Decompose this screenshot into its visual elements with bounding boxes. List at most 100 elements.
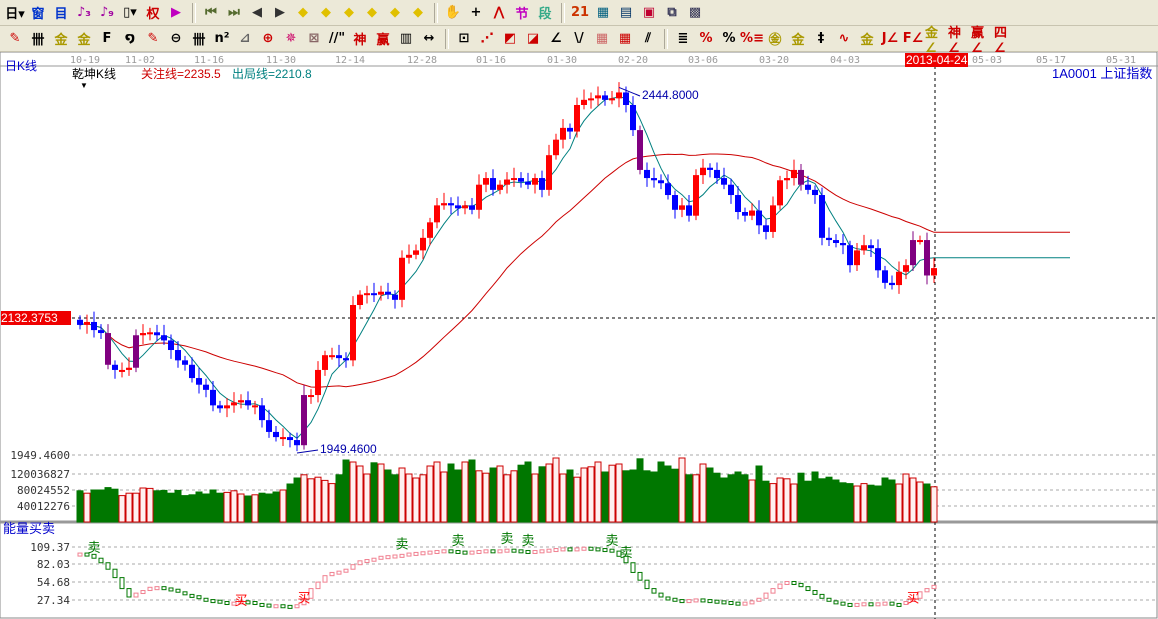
computer-icon[interactable]: ▩ (688, 5, 702, 20)
hand-icon[interactable]: ✋ (444, 5, 462, 20)
candle-body (728, 184, 734, 196)
flag-icon[interactable]: ▶ (171, 5, 181, 20)
fan-icon[interactable]: ⊿ (239, 31, 251, 46)
candle-body (812, 189, 818, 196)
network-icon[interactable]: ⧉ (667, 5, 677, 20)
mesh2-icon[interactable]: ▦ (618, 31, 632, 46)
four-fan-icon[interactable]: 四∠ (994, 25, 1008, 56)
list-icon[interactable]: 目 (54, 7, 68, 22)
energy-bar (630, 562, 636, 573)
crosshair-icon[interactable]: + (470, 5, 482, 20)
candle-type-dropdown[interactable]: ▯▾ (123, 5, 137, 20)
energy-bar (329, 571, 335, 577)
dropdown-arrow-icon[interactable]: ▼ (80, 81, 88, 90)
square-rays-icon[interactable]: ◩ (503, 31, 517, 46)
mesh-icon[interactable]: ▦ (595, 31, 609, 46)
save-icon[interactable]: ▣ (642, 5, 656, 20)
zoom-out-icon[interactable]: ◆ (413, 5, 423, 20)
energy-bar (917, 591, 923, 599)
frame-icon[interactable]: ⊡ (458, 31, 470, 46)
date-tick: 11-02 (125, 55, 155, 66)
sell-signal: 卖 (500, 532, 513, 547)
calculator-icon[interactable]: ▦ (596, 5, 610, 20)
gold-circle-icon[interactable]: ㊎ (768, 33, 782, 48)
high-marker (618, 86, 641, 97)
candle-body (840, 243, 846, 246)
volume-bar (398, 467, 406, 523)
zoom-in-icon[interactable]: ◆ (390, 5, 400, 20)
grid-icon[interactable]: 卌 (31, 33, 45, 48)
energy-bar (140, 590, 146, 595)
right-icon[interactable]: ◆ (321, 5, 331, 20)
line-draw-icon[interactable]: ⋀ (493, 5, 505, 20)
prev-icon[interactable]: ◀ (252, 5, 262, 20)
left-icon[interactable]: ◆ (298, 5, 308, 20)
target-icon[interactable]: ⊕ (262, 31, 274, 46)
gold-lines-icon[interactable]: 金 (791, 33, 805, 48)
period-day-dropdown[interactable]: 日▾ (5, 7, 25, 22)
toolbar-separator (561, 2, 565, 23)
v-icon[interactable]: \/ (574, 31, 584, 46)
tower-icon[interactable]: ‡ (817, 31, 825, 46)
ruler-icon[interactable]: ▥ (399, 31, 413, 46)
pen-icon[interactable]: ✎ (9, 31, 21, 46)
section-icon[interactable]: 节 (515, 7, 529, 22)
shen-icon[interactable]: 神 (353, 33, 367, 48)
square-rays2-icon[interactable]: ◪ (526, 31, 540, 46)
energy-bar (175, 588, 181, 593)
levels-icon[interactable]: ≣ (677, 31, 689, 46)
next-icon[interactable]: ▶ (275, 5, 285, 20)
percent-lines-icon[interactable]: %≡ (740, 31, 764, 46)
window-icon[interactable]: 窗 (31, 7, 45, 22)
weight-icon[interactable]: 权 (146, 7, 160, 22)
volume-bar (741, 474, 749, 523)
shrink-icon[interactable]: ◆ (367, 5, 377, 20)
width-icon[interactable]: ↔ (423, 31, 435, 46)
energy-bar (483, 549, 489, 554)
candle-body (679, 205, 685, 210)
j-fan-icon[interactable]: J∠ (881, 31, 899, 46)
candle-body (910, 240, 916, 266)
shen-fan-icon[interactable]: 神∠ (948, 25, 962, 56)
star-icon[interactable]: ✵ (285, 31, 297, 46)
candle-body (903, 265, 909, 272)
spiral-icon[interactable]: ໑ (124, 31, 136, 46)
bars-icon[interactable]: 卌 (192, 33, 206, 48)
ying-fan-icon[interactable]: 赢∠ (971, 25, 985, 56)
last-bar-icon[interactable]: ⏭ (228, 5, 240, 20)
kline-chart[interactable]: 10-19 11-02 11-16 11-30 12-14 12-28 01-16 01-30… (0, 52, 1158, 619)
calendar-icon[interactable]: 21 (570, 5, 590, 20)
percent-icon[interactable]: % (722, 31, 736, 46)
buy-signal: 买 (906, 591, 919, 606)
ying-icon[interactable]: 赢 (376, 33, 390, 48)
volume-bar (496, 465, 504, 523)
segment-icon[interactable]: 段 (538, 7, 552, 22)
circle-icon[interactable]: ⊖ (170, 31, 182, 46)
gold-box-icon[interactable]: 金 (860, 33, 874, 48)
indicator-tick-label: 109.37 (30, 541, 70, 554)
n2-icon[interactable]: n² (214, 31, 230, 46)
percent-line-icon[interactable]: % (699, 31, 713, 46)
notes-icon[interactable]: ▤ (619, 5, 633, 20)
toolbar-main: 日▾ 窗目 ♪₃ ♪₉ ▯▾ 权 ▶ ⏮ ⏭ ◀ ▶ ◆ ◆ ◆ ◆ ◆ ◆ ✋ + ⋀ 节段 21 ▦ ▤ ▣ ⧉ ▩ (0, 0, 1158, 26)
wave-icon[interactable]: ∿ (838, 31, 850, 46)
gold-line2-icon[interactable]: 金 (77, 33, 91, 48)
energy-bar (560, 547, 566, 552)
rays-icon[interactable]: ⋰ (480, 31, 494, 46)
gold-fan-icon[interactable]: 金∠ (925, 25, 939, 56)
volume-bar (615, 463, 623, 523)
f-line-icon[interactable]: F (102, 31, 112, 46)
sell-signal: 卖 (605, 534, 618, 549)
quote-icon[interactable]: //" (328, 31, 346, 46)
indicator9-icon[interactable]: ♪₉ (100, 5, 114, 20)
f-fan-icon[interactable]: F∠ (902, 31, 924, 46)
parallel-icon[interactable]: ⫽ (645, 31, 651, 46)
marker-icon[interactable]: ✎ (147, 31, 159, 46)
indicator-name[interactable]: 乾坤K线 (72, 67, 117, 81)
expand-icon[interactable]: ◆ (344, 5, 354, 20)
indicator3-icon[interactable]: ♪₃ (77, 5, 91, 20)
gold-line-icon[interactable]: 金 (54, 33, 68, 48)
angle-icon[interactable]: ∠ (550, 31, 562, 46)
box-icon[interactable]: ⊠ (308, 31, 320, 46)
first-bar-icon[interactable]: ⏮ (205, 5, 217, 20)
